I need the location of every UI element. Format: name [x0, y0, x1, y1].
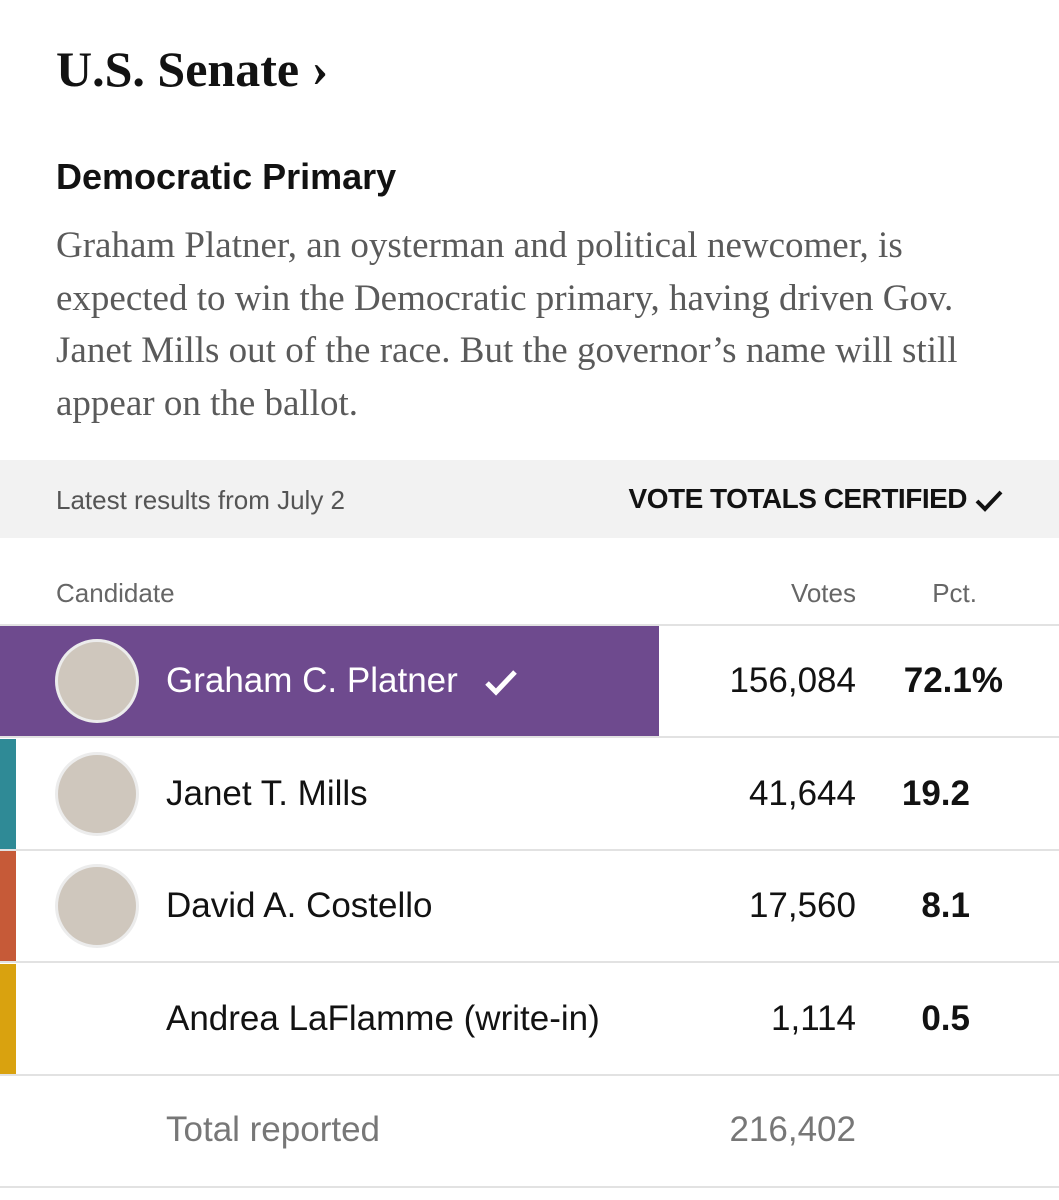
color-bar — [0, 738, 16, 849]
votes: 1,114 — [771, 998, 856, 1038]
candidate-photo — [55, 864, 139, 948]
color-bar — [0, 963, 16, 1074]
col-pct: Pct. — [932, 578, 977, 608]
candidate-name: Andrea LaFlamme (write-in) — [166, 998, 600, 1038]
candidate-name: David A. Costello — [166, 886, 433, 925]
candidate-row: Graham C. Platner 156,084 72.1% — [0, 626, 1059, 736]
color-bar — [0, 851, 16, 961]
check-icon — [975, 490, 1003, 512]
votes: 156,084 — [729, 661, 856, 700]
pct: 72.1% — [903, 661, 1003, 700]
candidate-row: Andrea LaFlamme (write-in) 1,114 0.5 — [0, 963, 1059, 1074]
rule — [0, 1186, 1059, 1188]
candidate-row: Janet T. Mills 41,644 19.2 — [0, 738, 1059, 849]
total-label: Total reported — [166, 1110, 381, 1149]
latest-results: Latest results from July 2 — [56, 485, 345, 515]
certified-text: VOTE TOTALS CERTIFIED — [628, 483, 968, 514]
total-votes: 216,402 — [729, 1110, 856, 1149]
candidate-row: David A. Costello 17,560 8.1 — [0, 851, 1059, 961]
title[interactable]: U.S. Senate › — [56, 41, 329, 97]
votes: 17,560 — [748, 886, 856, 925]
check-path — [485, 670, 517, 696]
status-bar — [0, 460, 1059, 538]
candidate-name: Graham C. Platner — [166, 661, 458, 700]
candidate-photo — [55, 751, 139, 836]
subtitle: Democratic Primary — [56, 156, 397, 197]
pct: 0.5 — [921, 998, 970, 1038]
winner-check — [485, 670, 517, 696]
rule — [0, 848, 1059, 851]
votes: 41,644 — [748, 773, 856, 813]
rule — [0, 624, 1059, 626]
rule — [0, 961, 1059, 963]
description: Graham Platner, an oysterman and politic… — [56, 225, 958, 424]
certified: VOTE TOTALS CERTIFIED — [628, 483, 968, 515]
rule — [0, 1073, 1059, 1076]
pct: 8.1 — [921, 886, 970, 925]
pct: 19.2 — [901, 773, 970, 813]
candidate-name: Janet T. Mills — [166, 773, 368, 813]
col-votes: Votes — [790, 578, 856, 608]
candidate-photo — [55, 639, 139, 723]
col-candidate: Candidate — [56, 578, 175, 608]
rule — [0, 736, 1059, 738]
